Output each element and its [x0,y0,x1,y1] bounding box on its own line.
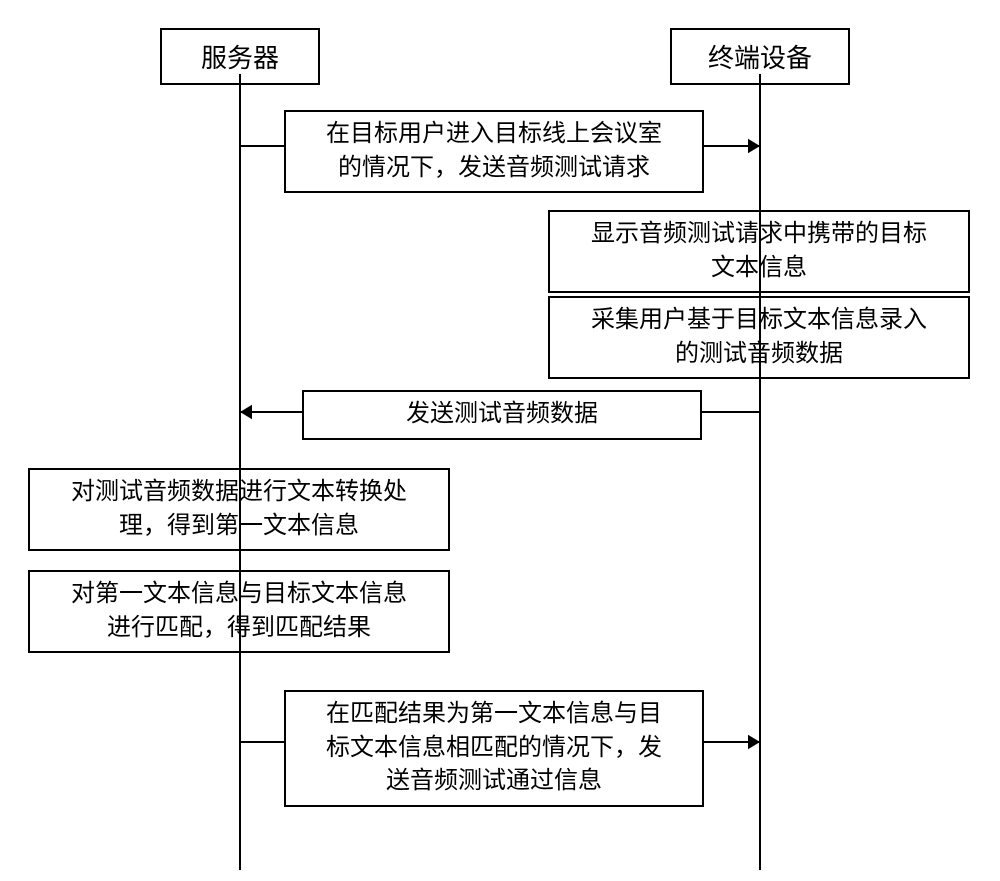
box-2-line-2: 文本信息 [560,252,958,286]
box-6-line-1: 对第一文本信息与目标文本信息 [40,578,438,612]
actor-server-label: 服务器 [201,44,279,73]
box-3-line-2: 的测试音频数据 [560,338,958,372]
box-collect-test-audio: 采集用户基于目标文本信息录入 的测试音频数据 [548,296,970,379]
actor-client: 终端设备 [670,28,850,85]
box-send-test-pass: 在匹配结果为第一文本信息与目 标文本信息相匹配的情况下，发 送音频测试通过信息 [284,690,704,807]
actor-client-label: 终端设备 [708,44,812,73]
box-7-line-3: 送音频测试通过信息 [296,765,692,799]
box-1-line-1: 在目标用户进入目标线上会议室 [296,118,692,152]
box-3-line-1: 采集用户基于目标文本信息录入 [560,304,958,338]
box-match-text: 对第一文本信息与目标文本信息 进行匹配，得到匹配结果 [28,570,450,653]
box-5-line-2: 理，得到第一文本信息 [40,510,438,544]
box-6-line-2: 进行匹配，得到匹配结果 [40,612,438,646]
box-2-line-1: 显示音频测试请求中携带的目标 [560,218,958,252]
box-send-test-audio-data: 发送测试音频数据 [302,390,702,440]
box-7-line-2: 标文本信息相匹配的情况下，发 [296,732,692,766]
box-5-line-1: 对测试音频数据进行文本转换处 [40,476,438,510]
box-7-line-1: 在匹配结果为第一文本信息与目 [296,698,692,732]
box-send-audio-test-request: 在目标用户进入目标线上会议室 的情况下，发送音频测试请求 [284,110,704,193]
box-text-conversion: 对测试音频数据进行文本转换处 理，得到第一文本信息 [28,468,450,551]
actor-server: 服务器 [160,28,320,85]
box-display-target-text: 显示音频测试请求中携带的目标 文本信息 [548,210,970,293]
box-4-line-1: 发送测试音频数据 [314,398,690,432]
box-1-line-2: 的情况下，发送音频测试请求 [296,152,692,186]
